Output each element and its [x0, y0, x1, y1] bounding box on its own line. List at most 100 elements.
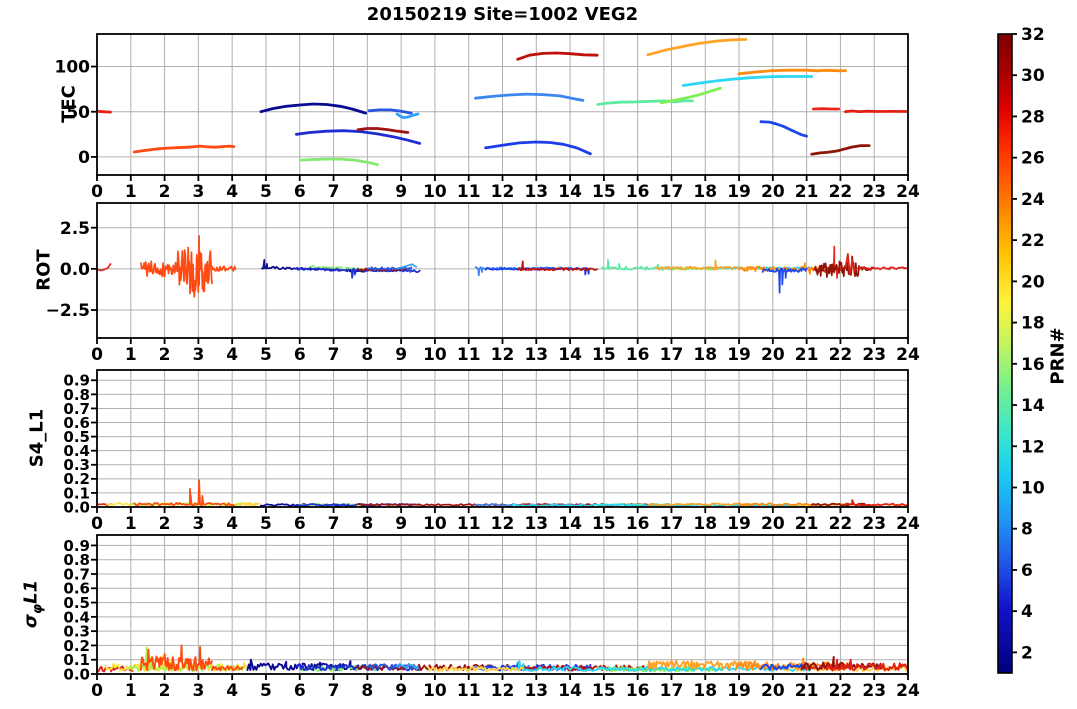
ytick-sp-0.6: 0.6	[63, 580, 90, 598]
xtick-s4-7: 7	[328, 514, 340, 534]
xtick-tec-9: 9	[395, 182, 407, 202]
xtick-rot-19: 19	[727, 345, 751, 365]
xtick-sp-19: 19	[727, 681, 751, 701]
chart-title: 20150219 Site=1002 VEG2	[366, 4, 639, 25]
xtick-sp-24: 24	[896, 681, 920, 701]
colorbar-tick-24: 24	[1021, 190, 1045, 210]
ytick-s4-0.7: 0.7	[63, 400, 90, 418]
xtick-tec-8: 8	[361, 182, 373, 202]
xtick-tec-13: 13	[524, 182, 548, 202]
series-prn16-tec	[596, 99, 694, 106]
series-prn27-rot-1	[175, 235, 213, 298]
ylabel-sigma-phi: σφL1	[21, 580, 46, 628]
xtick-s4-0: 0	[91, 514, 103, 534]
colorbar-tick-2: 2	[1021, 643, 1033, 663]
xtick-sp-2: 2	[159, 681, 171, 701]
ytick-tec-50: 50	[66, 103, 90, 123]
series-prn28-sp	[825, 658, 908, 672]
series-prn27-s4	[133, 479, 235, 507]
xtick-sp-18: 18	[693, 681, 717, 701]
series-prn27-rot	[140, 260, 178, 278]
ytick-rot-0.0: 0.0	[60, 260, 90, 280]
xtick-sp-23: 23	[862, 681, 886, 701]
xtick-tec-4: 4	[226, 182, 238, 202]
xtick-rot-14: 14	[558, 345, 582, 365]
xtick-rot-4: 4	[226, 345, 238, 365]
xtick-sp-17: 17	[660, 681, 684, 701]
gridlines-rot	[97, 203, 908, 338]
xtick-rot-13: 13	[524, 345, 548, 365]
ytick-rot-2.5: 2.5	[60, 219, 90, 239]
xtick-rot-24: 24	[896, 345, 920, 365]
xtick-tec-15: 15	[592, 182, 616, 202]
ylabel-tec: TEC	[58, 85, 80, 123]
series-prn32-tec	[810, 144, 871, 156]
colorbar-tick-20: 20	[1021, 272, 1045, 292]
colorbar-gradient	[998, 34, 1012, 673]
ylabel-s4: S4_L1	[26, 408, 48, 468]
xtick-sp-1: 1	[125, 681, 137, 701]
xtick-s4-23: 23	[862, 514, 886, 534]
xtick-tec-11: 11	[457, 182, 481, 202]
xtick-rot-22: 22	[829, 345, 853, 365]
colorbar-tick-4: 4	[1021, 602, 1033, 622]
series-prn32-sp	[800, 655, 882, 671]
xtick-rot-11: 11	[457, 345, 481, 365]
colorbar-tick-14: 14	[1021, 396, 1045, 416]
xtick-tec-18: 18	[693, 182, 717, 202]
series-prn06a-tec	[367, 108, 413, 115]
colorbar-tick-18: 18	[1021, 314, 1045, 334]
series-prn27-sp	[139, 644, 213, 672]
gridlines-s4	[97, 370, 908, 507]
ytick-s4-0.2: 0.2	[63, 470, 90, 488]
series-layer-tec	[97, 38, 908, 166]
xtick-tec-16: 16	[626, 182, 650, 202]
ytick-sp-0.2: 0.2	[63, 637, 90, 655]
xtick-tec-24: 24	[896, 182, 920, 202]
xtick-sp-22: 22	[829, 681, 853, 701]
xtick-sp-7: 7	[328, 681, 340, 701]
xtick-s4-8: 8	[361, 514, 373, 534]
series-prn28-tec	[844, 109, 908, 114]
series-prn29a-tec	[97, 109, 112, 114]
ticks-rot	[91, 226, 909, 344]
sigma-symbol: σ	[20, 614, 42, 629]
xtick-s4-12: 12	[491, 514, 515, 534]
ytick-sp-0.1: 0.1	[63, 651, 90, 669]
series-prn30-rot	[516, 260, 598, 272]
xtick-sp-14: 14	[558, 681, 582, 701]
colorbar-tick-16: 16	[1021, 355, 1045, 375]
xtick-rot-7: 7	[328, 345, 340, 365]
xtick-tec-12: 12	[491, 182, 515, 202]
tick-labels-rot: 0 1 2 3 4 5 6 7 8 9 10 11 12 13 14 15 16 17 18 19 20 21 22 23 24…	[46, 219, 920, 365]
ticks-sp	[91, 544, 909, 680]
xtick-tec-20: 20	[761, 182, 785, 202]
series-prn27-rot-2	[211, 265, 237, 272]
xtick-sp-4: 4	[226, 681, 238, 701]
series-prn31-rot	[357, 267, 409, 272]
xtick-sp-16: 16	[626, 681, 650, 701]
xtick-rot-9: 9	[395, 345, 407, 365]
series-prn31-sp	[356, 663, 516, 672]
xtick-tec-10: 10	[423, 182, 447, 202]
ytick-s4-0.9: 0.9	[63, 372, 90, 390]
xtick-s4-14: 14	[558, 514, 582, 534]
series-prn30-tec	[516, 51, 599, 61]
series-prn26-tec	[737, 68, 847, 76]
colorbar-tick-30: 30	[1021, 66, 1045, 86]
colorbar-tick-26: 26	[1021, 149, 1045, 169]
colorbar-tick-32: 32	[1021, 25, 1045, 45]
xtick-rot-8: 8	[361, 345, 373, 365]
ytick-rot-−2.5: −2.5	[46, 301, 90, 321]
xtick-tec-0: 0	[91, 182, 103, 202]
ytick-sp-0.7: 0.7	[63, 565, 90, 583]
series-prn05-tec	[295, 129, 422, 145]
xtick-tec-5: 5	[260, 182, 272, 202]
series-prn18b-tec	[659, 86, 722, 105]
xtick-rot-2: 2	[159, 345, 171, 365]
xtick-tec-21: 21	[795, 182, 819, 202]
xtick-s4-15: 15	[592, 514, 616, 534]
ytick-sp-0.0: 0.0	[63, 665, 90, 683]
ytick-s4-0.4: 0.4	[63, 442, 90, 460]
colorbar-label: PRN#	[1047, 327, 1069, 385]
